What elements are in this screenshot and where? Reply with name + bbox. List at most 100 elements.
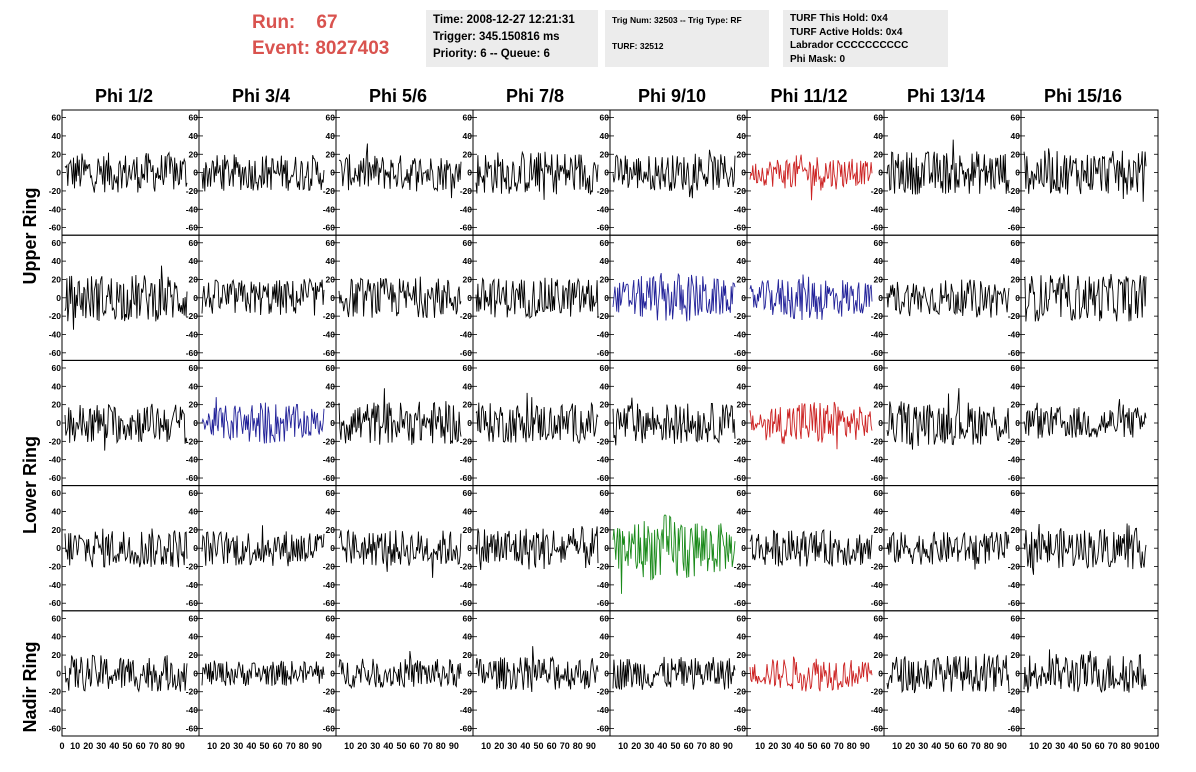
x-tick-label: 70 bbox=[149, 741, 159, 751]
x-tick-label: 50 bbox=[396, 741, 406, 751]
panel-frame bbox=[61, 109, 200, 236]
y-tick-label: -20 bbox=[597, 186, 610, 196]
y-tick-label: -40 bbox=[871, 705, 884, 715]
waveform-trace bbox=[475, 277, 599, 319]
y-tick-label: 40 bbox=[189, 507, 199, 517]
y-tick-label: 40 bbox=[52, 131, 62, 141]
panel-frame bbox=[61, 485, 200, 612]
x-tick-label: 20 bbox=[768, 741, 778, 751]
waveform-panel: 60 40 20 0 -20 -40 -60 bbox=[186, 234, 337, 361]
y-tick-label: 60 bbox=[1011, 363, 1021, 373]
waveform-trace bbox=[201, 277, 325, 316]
y-tick-label: 20 bbox=[737, 650, 747, 660]
waveform-trace bbox=[886, 279, 1010, 318]
y-tick-label: -40 bbox=[871, 455, 884, 465]
waveform-panel: 60 40 20 0 -20 -40 -60 bbox=[49, 610, 200, 737]
waveform-panel: 60 40 20 0 -20 -40 -60 bbox=[597, 359, 748, 487]
y-tick-label: 0 bbox=[56, 668, 61, 678]
y-tick-label: 40 bbox=[874, 381, 884, 391]
waveform-trace bbox=[1023, 523, 1147, 575]
y-tick-label: 0 bbox=[467, 543, 472, 553]
y-tick-label: -20 bbox=[460, 562, 473, 572]
x-tick-label: 70 bbox=[697, 741, 707, 751]
x-tick-label: 20 bbox=[494, 741, 504, 751]
panel-frame bbox=[472, 109, 611, 236]
waveform-trace bbox=[749, 274, 873, 321]
y-tick-label: -60 bbox=[871, 723, 884, 733]
y-tick-label: -20 bbox=[734, 687, 747, 697]
y-tick-label: 0 bbox=[741, 168, 746, 178]
y-tick-label: -20 bbox=[871, 562, 884, 572]
y-tick-label: -20 bbox=[734, 186, 747, 196]
x-tick-label: 20 bbox=[83, 741, 93, 751]
y-tick-label: 20 bbox=[52, 274, 62, 284]
y-tick-label: -20 bbox=[734, 562, 747, 572]
x-tick-label: 30 bbox=[1055, 741, 1065, 751]
x-tick-label: 40 bbox=[109, 741, 119, 751]
y-tick-label: 60 bbox=[463, 613, 473, 623]
y-tick-label: -20 bbox=[871, 687, 884, 697]
y-tick-label: 40 bbox=[600, 632, 610, 642]
y-tick-label: 20 bbox=[1011, 274, 1021, 284]
waveform-panel: 60 40 20 0 -20 -40 -60 bbox=[1008, 610, 1159, 737]
y-tick-label: 40 bbox=[52, 256, 62, 266]
y-tick-label: -20 bbox=[186, 562, 199, 572]
x-tick-label: 90 bbox=[860, 741, 870, 751]
y-tick-label: 40 bbox=[1011, 256, 1021, 266]
y-tick-label: -40 bbox=[734, 455, 747, 465]
x-tick-label: 20 bbox=[631, 741, 641, 751]
y-tick-label: -20 bbox=[597, 687, 610, 697]
y-tick-label: 60 bbox=[737, 488, 747, 498]
y-tick-label: -60 bbox=[323, 223, 336, 233]
waveform-trace bbox=[64, 528, 188, 568]
waveform-trace bbox=[64, 265, 188, 330]
y-tick-label: 60 bbox=[52, 363, 62, 373]
y-tick-label: 60 bbox=[463, 363, 473, 373]
x-tick-label: 20 bbox=[1042, 741, 1052, 751]
panel-frame bbox=[198, 485, 337, 612]
y-tick-label: 40 bbox=[463, 131, 473, 141]
y-tick-label: -60 bbox=[460, 223, 473, 233]
y-tick-label: -20 bbox=[49, 562, 62, 572]
y-tick-label: 0 bbox=[56, 543, 61, 553]
waveform-panel: 60 40 20 0 -20 -40 -60 bbox=[597, 610, 748, 737]
y-tick-label: 0 bbox=[1015, 418, 1020, 428]
x-tick-label: 10 bbox=[481, 741, 491, 751]
y-tick-label: 40 bbox=[1011, 381, 1021, 391]
y-tick-label: 20 bbox=[52, 149, 62, 159]
y-tick-label: -60 bbox=[460, 473, 473, 483]
y-tick-label: 60 bbox=[600, 488, 610, 498]
y-tick-label: -60 bbox=[323, 473, 336, 483]
y-tick-label: 40 bbox=[600, 256, 610, 266]
y-tick-label: -60 bbox=[1008, 223, 1021, 233]
y-tick-label: -40 bbox=[597, 455, 610, 465]
y-tick-label: -60 bbox=[1008, 723, 1021, 733]
y-tick-label: 60 bbox=[737, 238, 747, 248]
phi-mask-text: Phi Mask: 0 bbox=[790, 53, 846, 65]
y-tick-label: 0 bbox=[330, 668, 335, 678]
y-tick-label: 0 bbox=[878, 168, 883, 178]
y-tick-label: 60 bbox=[874, 363, 884, 373]
y-tick-label: 60 bbox=[874, 613, 884, 623]
y-tick-label: -20 bbox=[186, 687, 199, 697]
y-tick-label: -60 bbox=[871, 598, 884, 608]
y-tick-label: 0 bbox=[741, 668, 746, 678]
waveform-panel: 60 40 20 0 -20 -40 -60 bbox=[871, 359, 1022, 487]
y-tick-label: 60 bbox=[874, 488, 884, 498]
y-tick-label: 60 bbox=[874, 113, 884, 123]
y-tick-label: -20 bbox=[871, 311, 884, 321]
x-tick-label: 30 bbox=[370, 741, 380, 751]
waveform-panel: 60 40 20 0 -20 -40 -60 bbox=[323, 610, 474, 737]
x-tick-label: 80 bbox=[710, 741, 720, 751]
waveform-panel: 60 40 20 0 -20 -40 -60 bbox=[460, 610, 611, 737]
waveform-panel: 60 40 20 0 -20 -40 -60 bbox=[186, 109, 337, 236]
x-tick-label: 80 bbox=[573, 741, 583, 751]
y-tick-label: -40 bbox=[597, 705, 610, 715]
y-tick-label: -40 bbox=[460, 705, 473, 715]
y-tick-label: 60 bbox=[189, 113, 199, 123]
y-tick-label: -20 bbox=[186, 311, 199, 321]
y-tick-label: -60 bbox=[597, 348, 610, 358]
y-tick-label: -20 bbox=[186, 186, 199, 196]
waveform-trace bbox=[475, 392, 599, 445]
y-tick-label: -60 bbox=[186, 723, 199, 733]
